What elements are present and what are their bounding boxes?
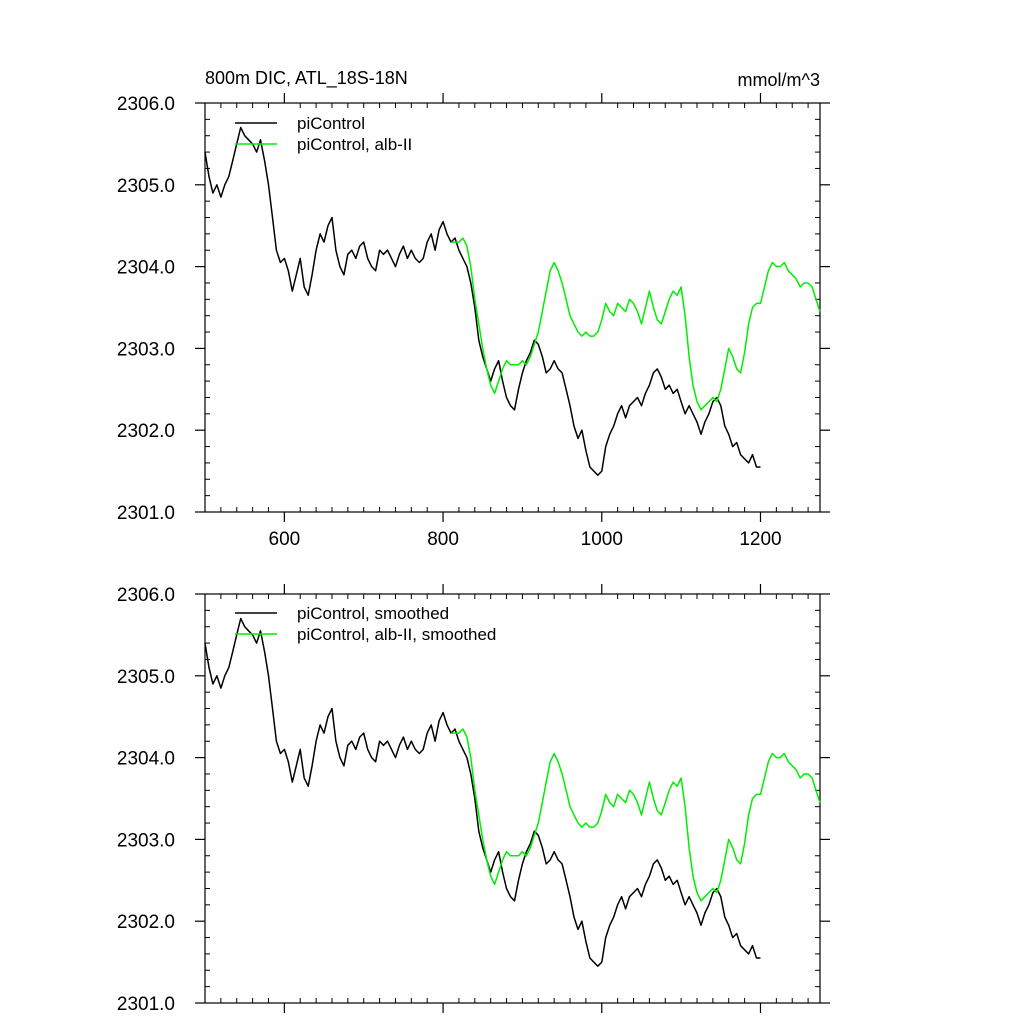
plot-frame [204,593,821,1004]
y-tick-label: 2303.0 [117,339,175,360]
x-tick-label: 1000 [581,529,623,550]
x-tick-label: 600 [269,529,301,550]
y-tick-label: 2301.0 [117,503,175,524]
chart-panel-bottom: 2301.0 2302.0 2303.0 2304.0 2305.0 2306.0 piCo… [117,584,830,1015]
y-tick-label: 2301.0 [117,994,175,1015]
legend-label: piControl, alb-II [297,135,412,154]
series-line-picontrol [204,126,761,476]
y-tick-label: 2305.0 [117,176,175,197]
chart-panel-top: 600 800 1000 1200 2301.0 2302.0 2303.0 2304.0 23… [117,93,830,550]
y-tick-label: 2303.0 [117,830,175,851]
legend-label: piControl, smoothed [297,604,449,623]
plot-frame [204,102,821,513]
series-line-alb-ii [451,237,821,411]
series-line-alb-ii [451,728,821,902]
legend-label: piControl [297,114,365,133]
y-tick-label: 2306.0 [117,585,175,606]
legend-label: piControl, alb-II, smoothed [297,625,496,644]
figure-title: 800m DIC, ATL_18S-18N [205,68,408,89]
y-tick-label: 2302.0 [117,912,175,933]
x-tick-label: 1200 [739,529,781,550]
y-tick-label: 2306.0 [117,94,175,115]
y-tick-label: 2304.0 [117,749,175,770]
y-tick-label: 2305.0 [117,667,175,688]
series-line-picontrol [204,617,761,967]
y-tick-label: 2304.0 [117,258,175,279]
units-label: mmol/m^3 [738,70,820,90]
x-tick-label: 800 [427,529,459,550]
y-tick-label: 2302.0 [117,421,175,442]
